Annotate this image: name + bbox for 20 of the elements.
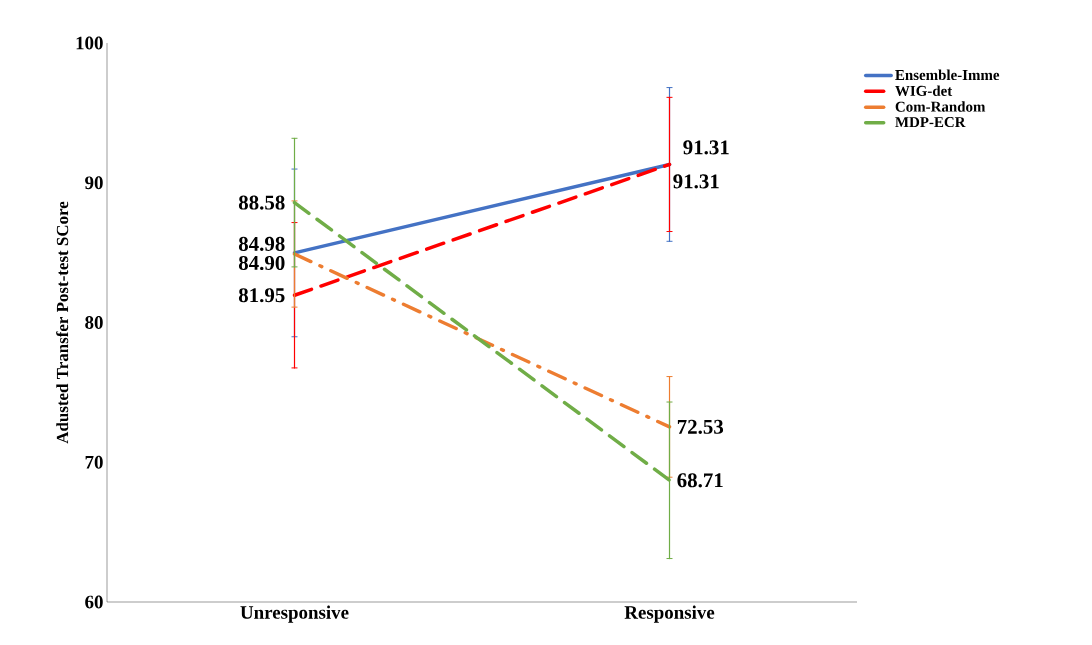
- data-label: 84.90: [238, 255, 285, 271]
- y-tick-label: 70: [85, 455, 103, 469]
- x-tick-label: Responsive: [624, 605, 715, 623]
- data-label: 88.58: [238, 195, 285, 210]
- legend-label: Ensemble-Imme: [895, 69, 1000, 81]
- data-label: 68.71: [677, 473, 723, 488]
- data-label: 91.31: [673, 174, 719, 189]
- data-label: 81.95: [238, 288, 285, 303]
- data-label: 84.98: [238, 236, 285, 252]
- data-label: 91.31: [683, 140, 729, 155]
- y-tick-label: 90: [85, 176, 103, 190]
- y-tick-label: 80: [85, 316, 103, 329]
- data-label: 72.53: [677, 419, 724, 434]
- legend-label: Com-Random: [895, 101, 986, 112]
- legend-label: WIG-det: [895, 85, 953, 96]
- y-axis-title: Adusted Transfer Post-test SCore: [56, 201, 69, 444]
- y-tick-label: 100: [76, 36, 103, 50]
- legend-label: MDP-ECR: [895, 117, 966, 128]
- x-tick-label: Unresponsive: [240, 605, 349, 623]
- y-tick-label: 60: [85, 595, 103, 609]
